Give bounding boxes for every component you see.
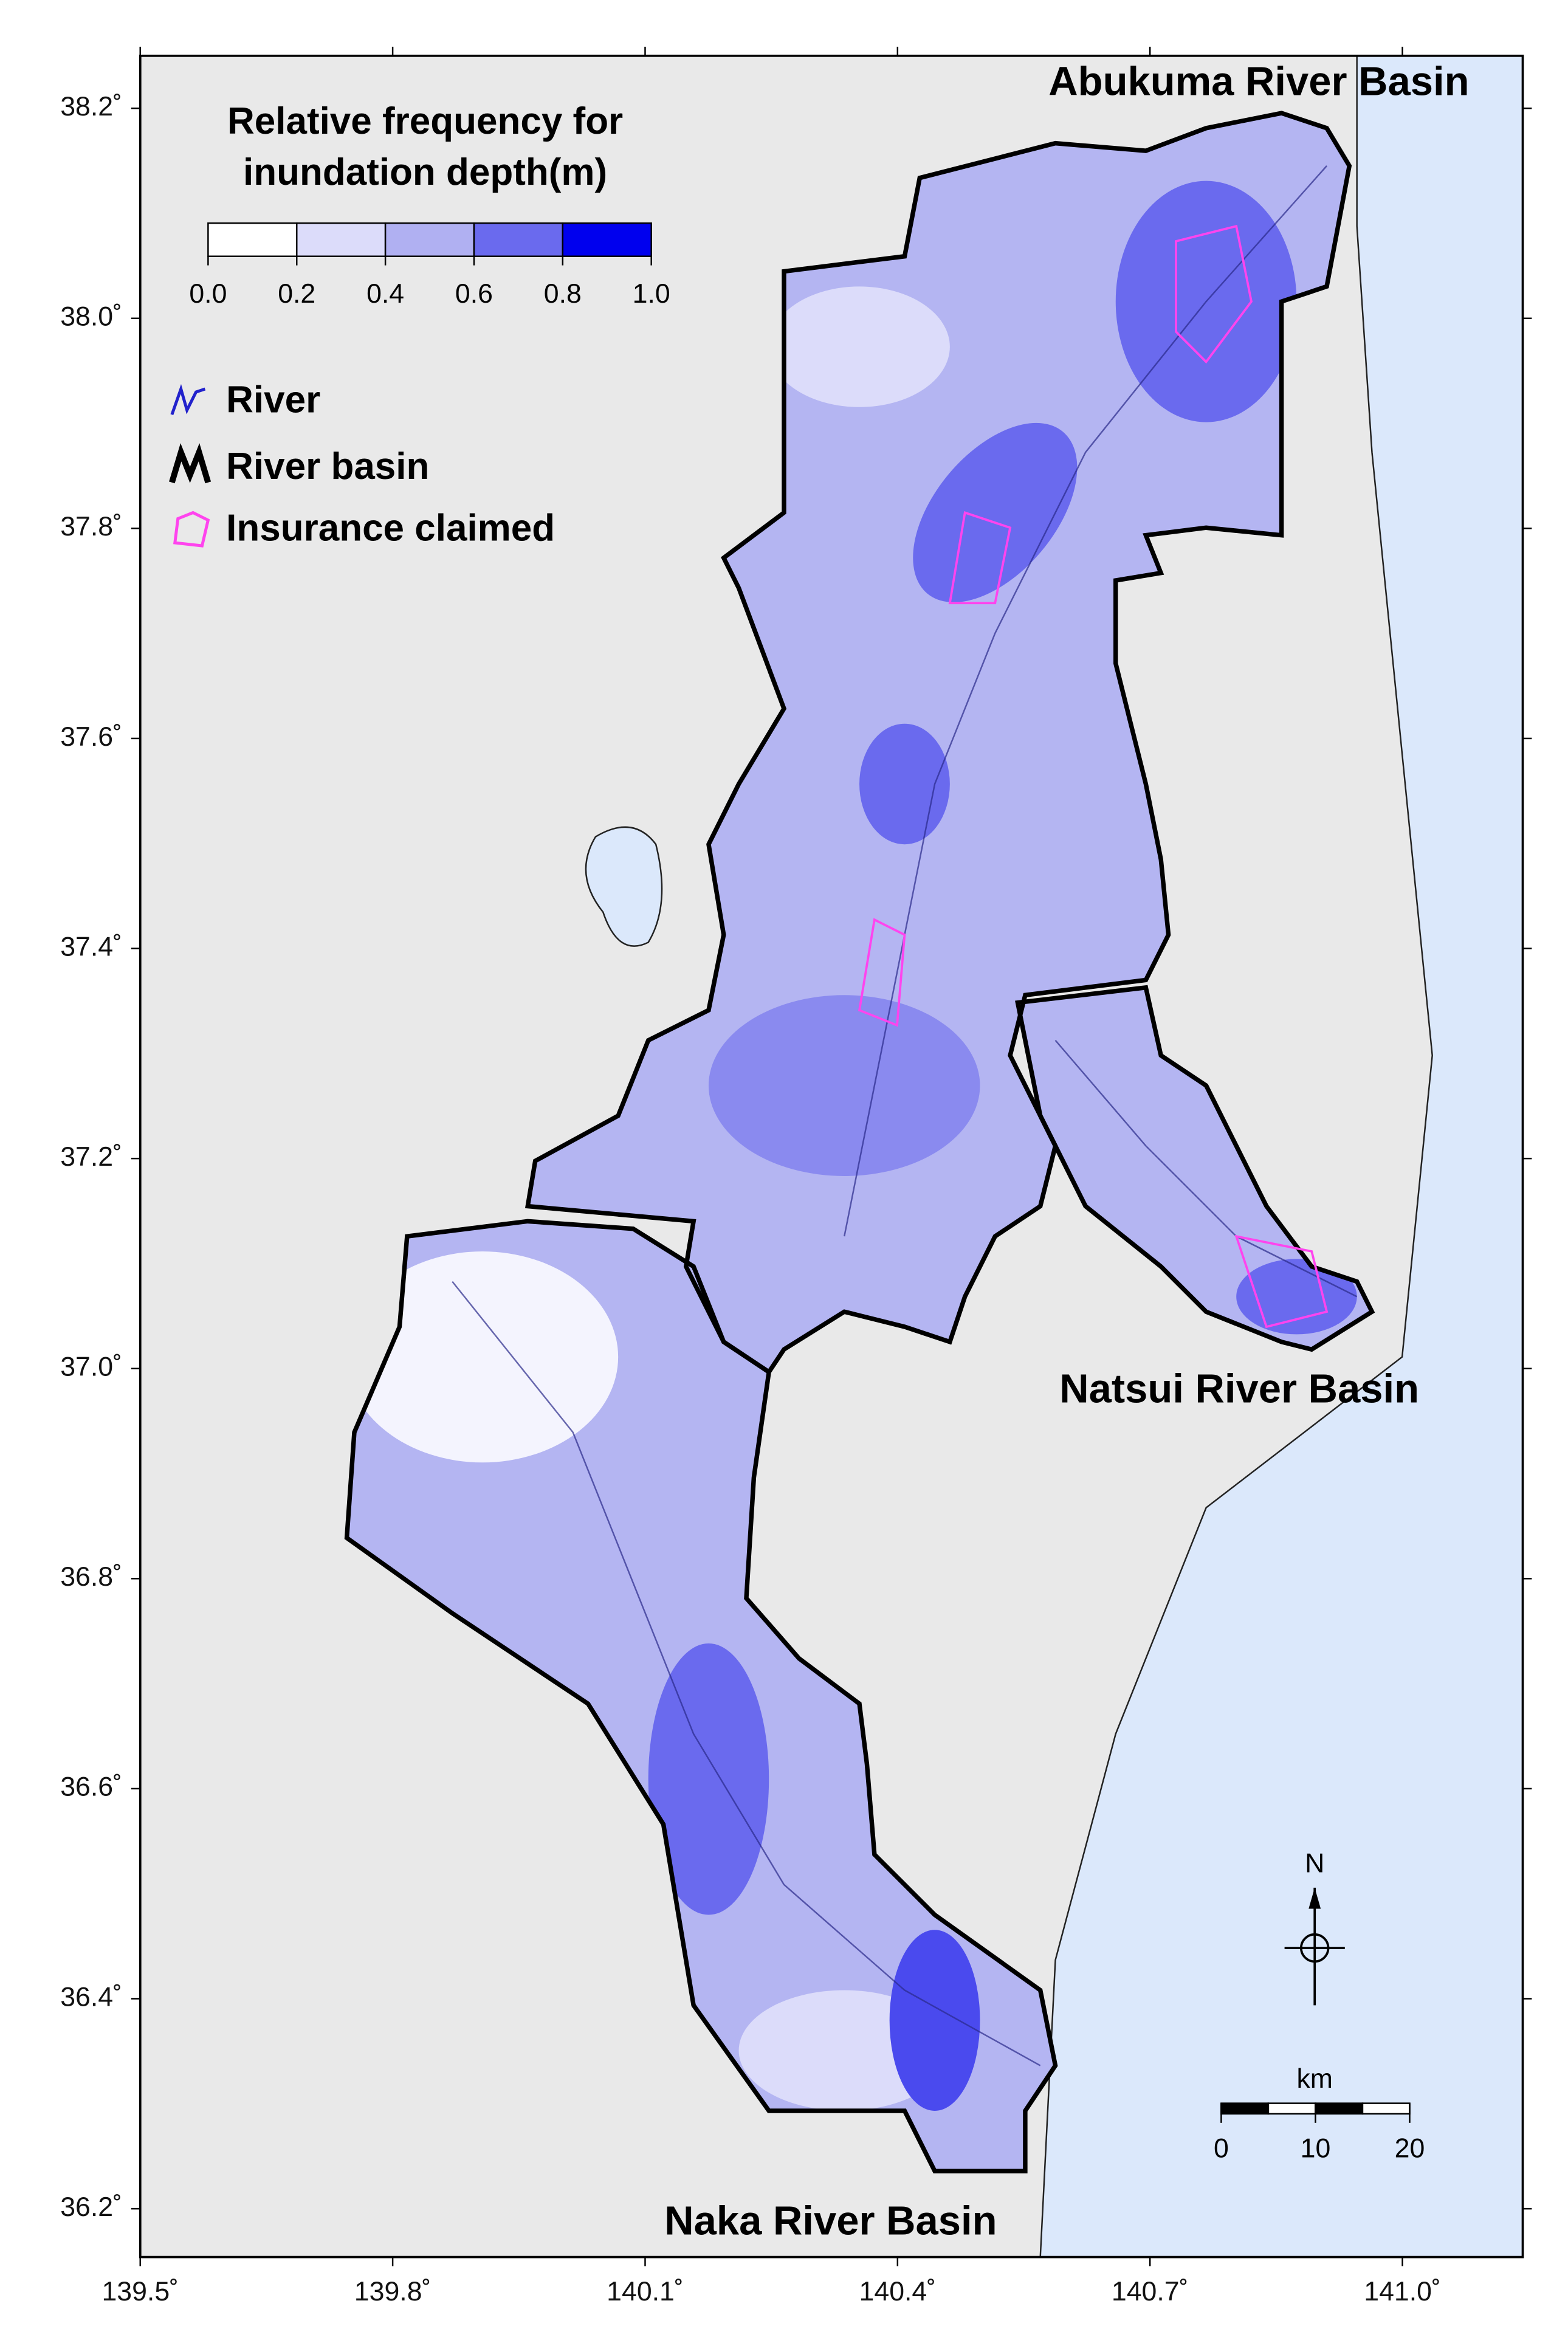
lat-tick-label: 37.8˚ [60,512,122,542]
scale-segment [1220,2102,1270,2115]
scale-tick-label: 0 [1214,2133,1229,2163]
legend-item: Insurance claimed [226,507,555,549]
scale-segment [1361,2102,1411,2115]
legend-title: inundation depth(m) [243,151,607,193]
lake [585,826,663,947]
scale-segment [1267,2102,1316,2115]
scale-tick-label: 10 [1301,2133,1331,2163]
lat-tick-label: 37.2˚ [60,1142,122,1172]
river [1054,1039,1358,1298]
colorbar-tick-label: 0.8 [544,279,582,309]
lat-tick-label: 38.0˚ [60,302,122,332]
claim-area [858,918,906,1027]
lon-tick-label: 139.5˚ [101,2277,179,2307]
north-head [1308,1887,1321,1909]
raster-dark [648,1643,769,1915]
north-circle [1300,1933,1330,1963]
insurance-claims [858,224,1329,1329]
colorbar-tick-label: 0.2 [278,279,315,309]
colorbar-swatch [207,222,298,257]
basin-label: Naka River Basin [664,2198,997,2244]
naka-boundary [344,1219,1058,2173]
basin-boundaries [344,111,1375,2173]
lon-tick-label: 140.1˚ [607,2277,684,2307]
north-label: N [1305,1848,1324,1878]
raster-light [346,1251,619,1463]
raster-dark [913,422,1078,602]
claim-area [1175,224,1253,364]
basin-label: Abukuma River Basin [1048,59,1469,105]
frame [139,54,1524,2259]
abukuma-boundary [524,111,1352,1375]
raster-dark [708,995,980,1176]
raster-dark [1236,1259,1357,1335]
lon-tick-label: 140.4˚ [859,2277,937,2307]
legend-item: River [226,379,320,421]
natsui-boundary [1015,985,1375,1352]
lat-tick-label: 36.8˚ [60,1562,122,1592]
legend-title: Relative frequency for [227,100,623,142]
colorbar-swatch [384,222,475,257]
lat-tick-label: 37.6˚ [60,722,122,752]
raster-dark [889,1930,980,2111]
colorbar-swatch [473,222,564,257]
colorbar-tick-label: 1.0 [633,279,670,309]
colorbar-tick-label: 0.4 [366,279,404,309]
lat-tick-label: 37.4˚ [60,932,122,962]
claim-area [948,511,1012,605]
lat-tick-label: 36.2˚ [60,2192,122,2222]
colorbar-tick-label: 0.6 [455,279,493,309]
colorbar-swatch [295,222,387,257]
north-arrow: N [1284,1848,1345,2006]
river [452,1281,1041,2066]
scale-unit: km [1296,2064,1333,2094]
colorbar-swatch [562,222,652,257]
lat-tick-label: 37.0˚ [60,1352,122,1382]
raster-dark [859,723,950,845]
colorbar-tick-label: 0.0 [189,279,227,309]
lon-tick-label: 141.0˚ [1364,2277,1441,2307]
lon-tick-label: 139.8˚ [354,2277,432,2307]
river [844,165,1327,1237]
rivers [452,165,1358,2066]
raster-light [769,286,950,407]
scale-segment [1315,2102,1364,2115]
scale-tick-label: 20 [1395,2133,1425,2163]
basin-icon [169,443,211,484]
graticule: 38.2˚ 38.0˚ 37.8˚ 37.6˚ 37.4˚ 37.2˚ 37.0˚ 36.8˚… [60,46,1532,2307]
lon-tick-label: 140.7˚ [1112,2277,1189,2307]
river-icon [170,384,206,416]
lat-tick-label: 36.4˚ [60,1982,122,2012]
legend: Relative frequency for inundation depth(… [169,100,670,549]
colorbar: 0.0 0.2 0.4 0.6 0.8 1.0 [189,222,670,309]
claim-area [1234,1234,1329,1329]
legend-item: River basin [226,446,429,487]
basin-label: Natsui River Basin [1059,1366,1419,1411]
lat-tick-label: 38.2˚ [60,92,122,122]
scale-bar: km 0 10 20 [1214,2064,1425,2163]
claim-icon [173,511,210,548]
lat-tick-label: 36.6˚ [60,1772,122,1802]
